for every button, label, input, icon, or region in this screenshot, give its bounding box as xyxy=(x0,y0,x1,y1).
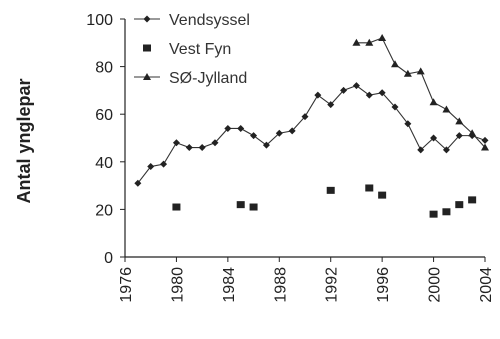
data-point-s-jylland xyxy=(416,67,425,75)
data-point-vendsyssel xyxy=(340,86,348,94)
data-point-s-jylland xyxy=(455,117,464,125)
y-tick-label: 40 xyxy=(95,155,113,172)
data-point-s-jylland xyxy=(481,143,489,151)
data-point-s-jylland xyxy=(352,38,361,46)
data-point-vest-fyn xyxy=(442,208,451,216)
x-tick-label: 1980 xyxy=(169,267,186,303)
data-point-vendsyssel xyxy=(198,144,206,152)
x-tick-label: 1996 xyxy=(375,267,392,303)
data-point-vendsyssel xyxy=(275,129,283,137)
x-tick-label: 1984 xyxy=(221,267,238,303)
data-point-s-jylland xyxy=(403,69,412,77)
x-tick-label: 1988 xyxy=(272,267,289,303)
data-point-vest-fyn xyxy=(378,191,387,199)
legend-label: Vest Fyn xyxy=(169,41,231,58)
series-group xyxy=(134,34,489,218)
data-point-s-jylland xyxy=(442,105,451,113)
legend-label: Vendsyssel xyxy=(169,12,250,29)
data-point-vendsyssel xyxy=(481,136,489,144)
data-point-vendsyssel xyxy=(391,103,399,111)
data-point-vendsyssel xyxy=(455,132,463,140)
x-tick-label: 2004 xyxy=(478,267,495,303)
tick-labels: 0 20 40 60 80 100 1976 1980 1984 1988 1992 1996 2000… xyxy=(86,12,495,303)
data-point-vendsyssel xyxy=(352,82,360,90)
legend: Vendsyssel Vest Fyn SØ-Jylland xyxy=(134,12,250,87)
data-point-vest-fyn xyxy=(468,196,477,204)
data-point-vendsyssel xyxy=(327,101,335,109)
data-point-vest-fyn xyxy=(172,203,181,211)
legend-label: SØ-Jylland xyxy=(169,70,247,87)
legend-item-s-jylland: SØ-Jylland xyxy=(134,70,247,87)
series-line-vendsyssel xyxy=(137,85,486,184)
data-point-vendsyssel xyxy=(237,124,245,132)
data-point-vendsyssel xyxy=(288,127,296,135)
legend-marker xyxy=(143,15,151,23)
data-point-vest-fyn xyxy=(236,201,245,209)
x-tick-label: 1992 xyxy=(324,267,341,303)
data-point-s-jylland xyxy=(391,60,399,68)
series-s-jylland xyxy=(352,34,489,151)
series-vendsyssel xyxy=(134,82,489,187)
data-point-vendsyssel xyxy=(314,91,322,99)
data-point-vendsyssel xyxy=(134,179,142,187)
y-tick-label: 100 xyxy=(86,12,113,29)
data-point-vest-fyn xyxy=(326,186,335,194)
data-point-vest-fyn xyxy=(365,184,374,192)
y-axis-title: Antal ynglepar xyxy=(14,78,34,203)
data-point-vendsyssel xyxy=(442,146,450,154)
data-point-vendsyssel xyxy=(301,113,309,121)
y-tick-label: 80 xyxy=(95,60,113,77)
data-point-vendsyssel xyxy=(365,91,373,99)
data-point-vest-fyn xyxy=(455,201,464,209)
legend-item-vendsyssel: Vendsyssel xyxy=(134,12,250,29)
data-point-vendsyssel xyxy=(262,141,270,149)
x-tick-label: 2000 xyxy=(427,267,444,303)
data-point-vendsyssel xyxy=(404,120,412,128)
data-point-vendsyssel xyxy=(250,132,258,140)
data-point-vendsyssel xyxy=(172,139,180,147)
data-point-vendsyssel xyxy=(147,163,155,171)
data-point-vendsyssel xyxy=(211,139,219,147)
data-point-vendsyssel xyxy=(378,89,386,97)
data-point-vest-fyn xyxy=(429,210,438,218)
data-point-s-jylland xyxy=(468,129,477,137)
data-point-vest-fyn xyxy=(249,203,258,211)
legend-item-vest-fyn: Vest Fyn xyxy=(143,41,231,58)
x-tick-label: 1976 xyxy=(118,267,135,303)
legend-marker xyxy=(143,73,151,80)
axes xyxy=(120,18,486,262)
data-point-vendsyssel xyxy=(224,124,232,132)
legend-marker xyxy=(143,44,151,52)
y-tick-label: 0 xyxy=(104,250,113,267)
series-vest-fyn xyxy=(172,184,477,218)
data-point-vendsyssel xyxy=(185,144,193,152)
data-point-s-jylland xyxy=(365,38,374,46)
data-point-vendsyssel xyxy=(417,146,425,154)
data-point-vendsyssel xyxy=(430,134,438,142)
y-tick-label: 60 xyxy=(95,107,113,124)
y-tick-label: 20 xyxy=(95,202,113,219)
data-point-s-jylland xyxy=(429,98,438,106)
data-point-s-jylland xyxy=(378,34,387,42)
data-point-vendsyssel xyxy=(160,160,168,168)
series-line-s-jylland xyxy=(356,37,486,148)
